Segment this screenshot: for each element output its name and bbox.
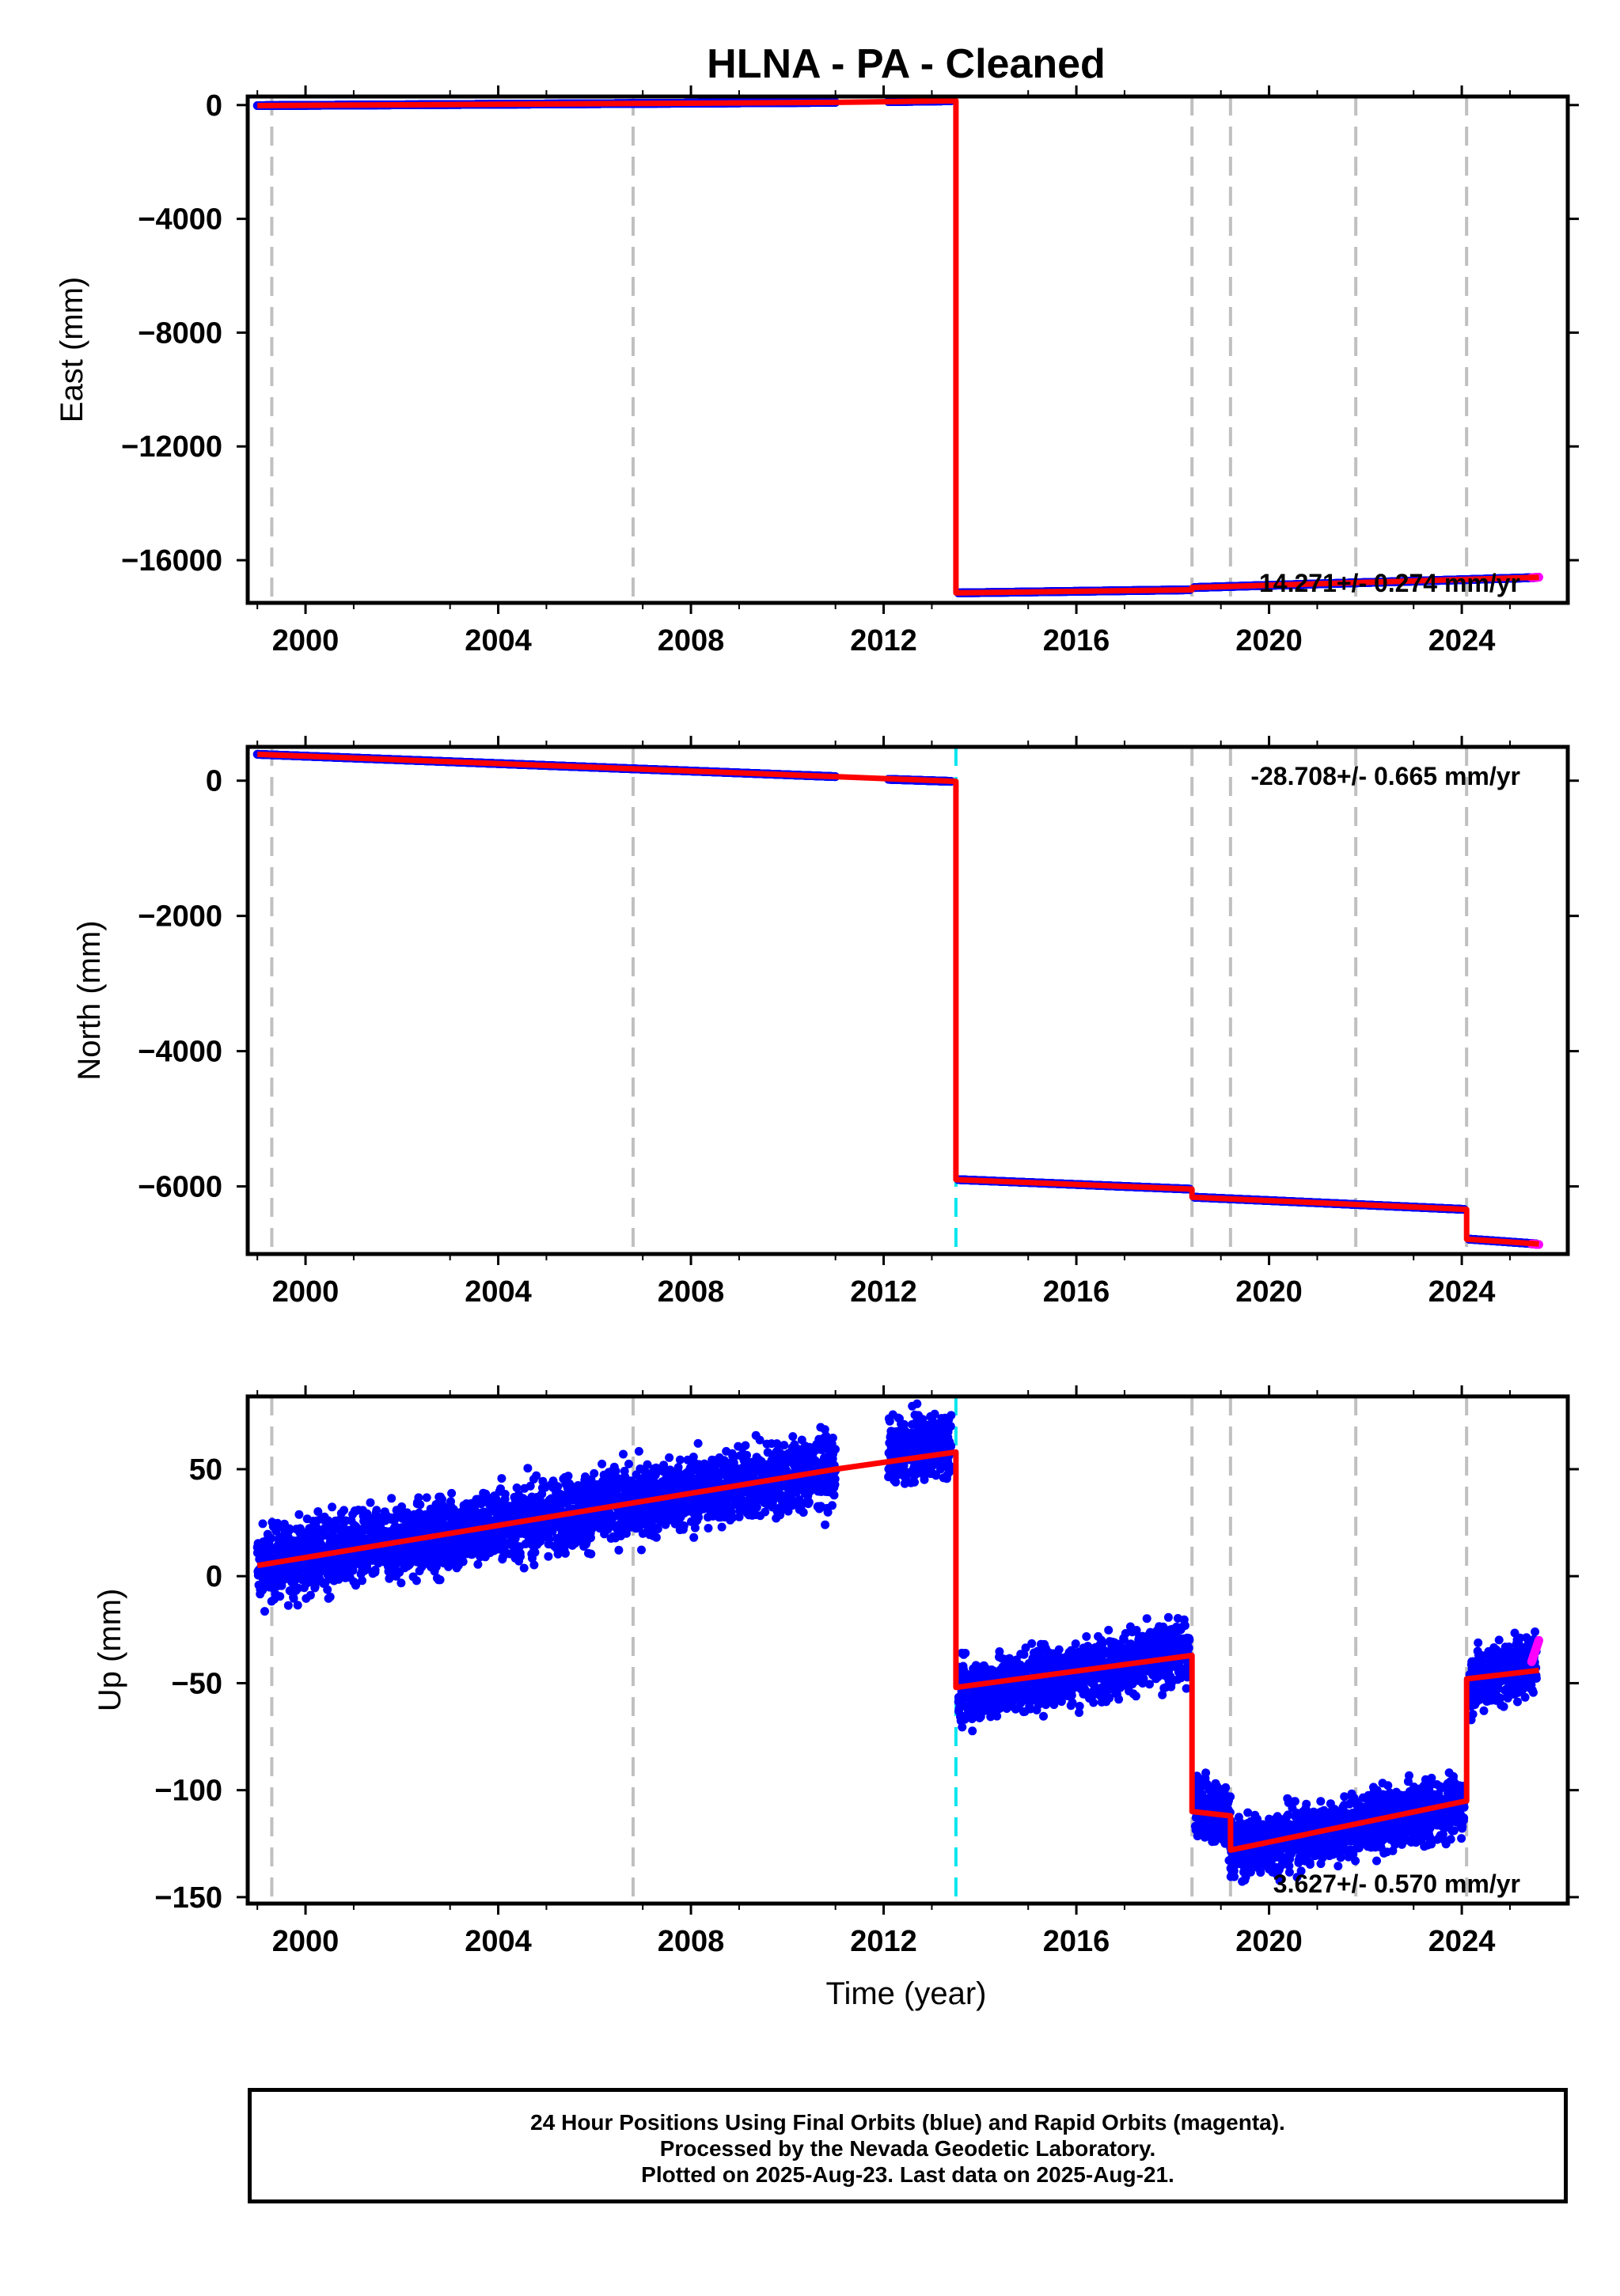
chart-title: HLNA - PA - Cleaned — [707, 41, 1106, 87]
figure: HLNA - PA - Cleaned Time (year) 2000 2004… — [55, 41, 1579, 2011]
data-points — [252, 97, 1543, 597]
east-panel: 2000 2004 2008 2012 2016 2020 20240−4000−8000−… — [55, 85, 1579, 657]
x-axis-label: Time (year) — [826, 1976, 987, 2011]
